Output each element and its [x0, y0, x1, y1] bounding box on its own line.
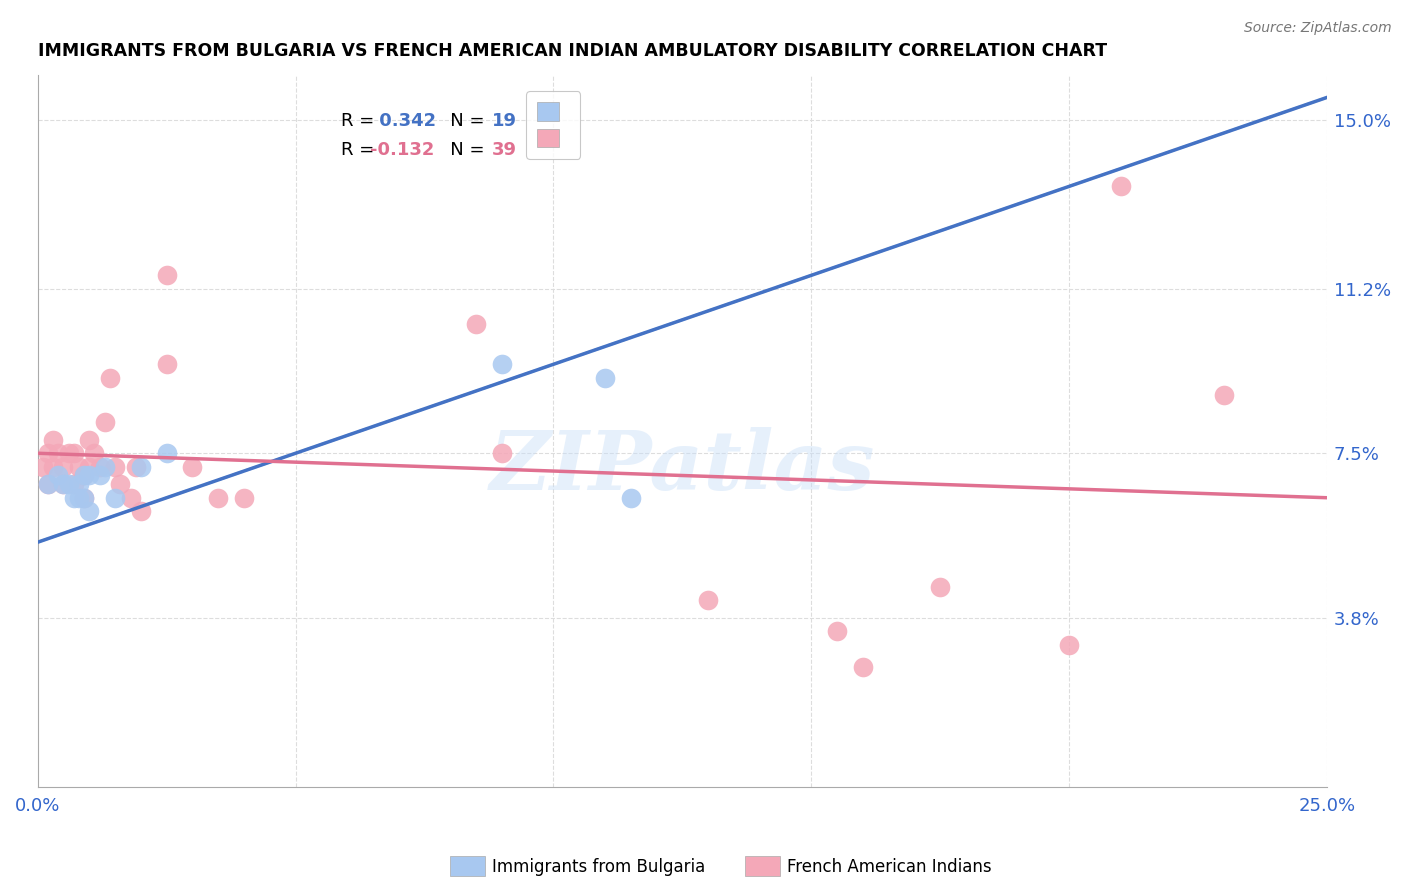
- Point: [46, 446, 69, 460]
- Point: [77, 468, 100, 483]
- Point: [67, 477, 90, 491]
- Point: [929, 580, 952, 594]
- Point: [108, 477, 131, 491]
- Text: 19: 19: [492, 112, 516, 130]
- Point: [491, 446, 513, 460]
- Point: [73, 491, 96, 505]
- Point: [67, 491, 90, 505]
- Text: 39: 39: [492, 141, 516, 159]
- Point: [207, 491, 229, 505]
- Point: [465, 318, 488, 332]
- Text: IMMIGRANTS FROM BULGARIA VS FRENCH AMERICAN INDIAN AMBULATORY DISABILITY CORRELA: IMMIGRANTS FROM BULGARIA VS FRENCH AMERI…: [38, 42, 1107, 60]
- Text: R =: R =: [340, 141, 380, 159]
- Point: [37, 477, 59, 491]
- Point: [93, 415, 115, 429]
- Point: [156, 357, 179, 371]
- Point: [62, 477, 84, 491]
- Point: [104, 459, 127, 474]
- Point: [124, 459, 146, 474]
- Point: [77, 459, 100, 474]
- Point: [42, 459, 65, 474]
- Point: [58, 446, 80, 460]
- Point: [156, 446, 179, 460]
- Text: French American Indians: French American Indians: [787, 858, 993, 876]
- Point: [104, 491, 127, 505]
- Point: [73, 468, 96, 483]
- Point: [620, 491, 643, 505]
- Point: [1109, 179, 1132, 194]
- Text: Immigrants from Bulgaria: Immigrants from Bulgaria: [492, 858, 706, 876]
- Point: [1212, 388, 1234, 402]
- Legend: , : ,: [526, 91, 581, 159]
- Point: [1057, 638, 1080, 652]
- Point: [89, 468, 111, 483]
- Text: ZIPatlas: ZIPatlas: [489, 426, 875, 507]
- Point: [697, 593, 720, 607]
- Point: [129, 504, 152, 518]
- Text: N =: N =: [433, 141, 491, 159]
- Text: Source: ZipAtlas.com: Source: ZipAtlas.com: [1244, 21, 1392, 35]
- Point: [42, 433, 65, 447]
- Point: [852, 659, 875, 673]
- Point: [52, 477, 75, 491]
- Point: [73, 491, 96, 505]
- Point: [77, 433, 100, 447]
- Point: [37, 446, 59, 460]
- Point: [62, 491, 84, 505]
- Point: [37, 477, 59, 491]
- Point: [129, 459, 152, 474]
- Point: [83, 446, 105, 460]
- Point: [77, 504, 100, 518]
- Text: R =: R =: [340, 112, 380, 130]
- Point: [52, 477, 75, 491]
- Point: [98, 370, 121, 384]
- Point: [58, 477, 80, 491]
- Text: 0.342: 0.342: [373, 112, 436, 130]
- Point: [181, 459, 204, 474]
- Point: [233, 491, 256, 505]
- Point: [120, 491, 142, 505]
- Point: [156, 268, 179, 283]
- Point: [491, 357, 513, 371]
- Point: [67, 459, 90, 474]
- Point: [31, 459, 53, 474]
- Point: [89, 459, 111, 474]
- Point: [73, 468, 96, 483]
- Text: -0.132: -0.132: [370, 141, 434, 159]
- Point: [93, 459, 115, 474]
- Point: [46, 468, 69, 483]
- Point: [825, 624, 848, 639]
- Point: [52, 459, 75, 474]
- Point: [62, 446, 84, 460]
- Point: [593, 370, 616, 384]
- Text: N =: N =: [433, 112, 491, 130]
